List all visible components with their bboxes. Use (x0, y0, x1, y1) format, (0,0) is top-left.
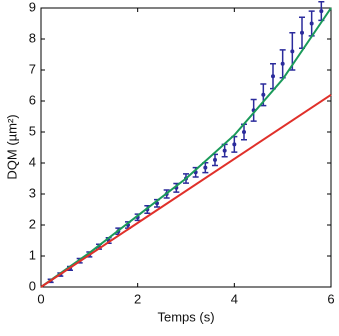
plot-frame (40, 7, 332, 288)
y-tick-label: 8 (29, 30, 36, 45)
data-point (222, 148, 227, 153)
data-point (242, 130, 246, 134)
data-point (232, 142, 237, 147)
x-tick-label: 2 (134, 291, 141, 306)
y-tick-label: 0 (29, 278, 36, 293)
y-tick-label: 7 (29, 61, 36, 76)
y-tick-label: 3 (29, 185, 36, 200)
y-axis-label: DQM (µm²) (4, 114, 19, 179)
data-point (309, 21, 314, 26)
data-point (300, 30, 304, 35)
data-point (271, 74, 275, 79)
y-tick-label: 6 (29, 92, 36, 107)
fit-line (40, 7, 332, 288)
y-tick-label: 9 (29, 0, 36, 14)
x-tick-label: 6 (327, 291, 334, 306)
data-point (203, 165, 208, 170)
data-point (261, 92, 266, 97)
fit-line (40, 93, 332, 288)
y-tick-label: 1 (29, 247, 36, 262)
x-tick-label: 0 (37, 291, 44, 306)
x-axis-label: Temps (s) (157, 309, 214, 324)
data-point (319, 9, 324, 14)
data-point (213, 157, 217, 162)
data-point (280, 61, 285, 66)
y-tick-label: 5 (29, 123, 36, 138)
y-tick-label: 2 (29, 216, 36, 231)
x-tick-label: 4 (231, 291, 238, 306)
data-point (290, 49, 295, 54)
y-tick-label: 4 (29, 154, 36, 169)
